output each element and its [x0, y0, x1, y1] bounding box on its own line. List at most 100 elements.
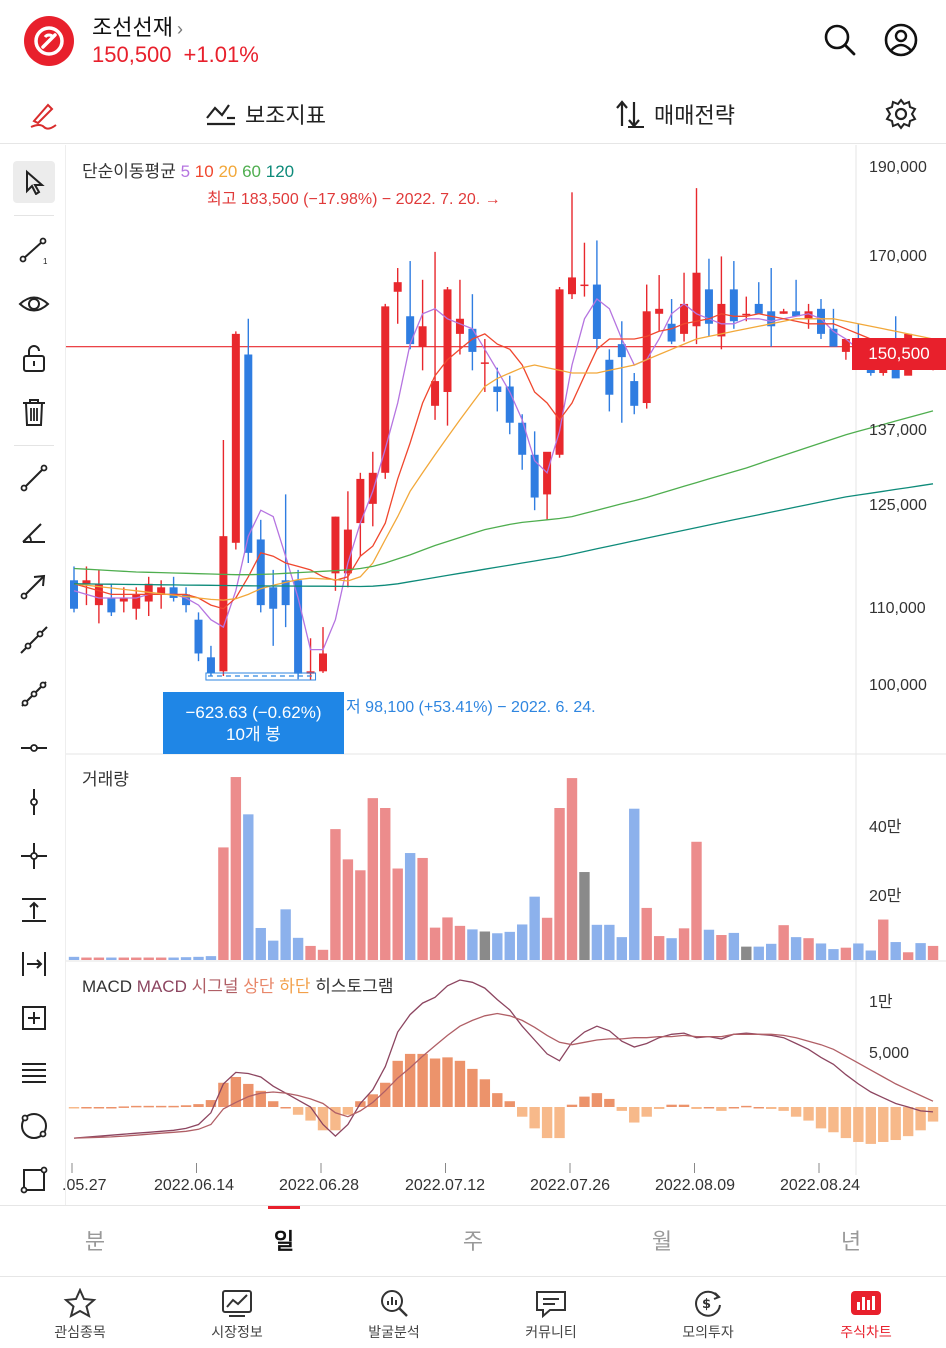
ma-legend-20: 20 [218, 162, 238, 181]
macd-histogram-bar [840, 1107, 852, 1139]
candle-body [244, 354, 253, 553]
horizontal-line-icon[interactable] [13, 727, 55, 769]
price-line: 150,500 +1.01% [92, 42, 259, 68]
measure-box[interactable]: −623.63 (−0.62%) 10개 봉 [163, 692, 344, 754]
add-box-icon[interactable] [13, 997, 55, 1039]
brand-logo-icon[interactable] [24, 16, 74, 66]
nav-watchlist[interactable]: 관심종목 [25, 1288, 135, 1342]
volume-bar [678, 928, 690, 960]
volume-bar [417, 857, 428, 960]
indicator-label: 보조지표 [245, 103, 326, 128]
rectangle-shape-icon[interactable] [13, 1159, 55, 1201]
price-tick-100000: 100,000 [869, 677, 927, 694]
macd-histogram-bar [317, 1107, 329, 1131]
candle-body [630, 381, 639, 406]
candle-body [169, 587, 178, 598]
macd-histogram-bar [915, 1107, 926, 1131]
extended-line-icon[interactable] [13, 619, 55, 661]
nav-community-label: 커뮤니티 [525, 1324, 577, 1340]
candle-body [431, 381, 440, 406]
tab-day[interactable]: 일 [273, 1229, 295, 1254]
trash-icon[interactable] [13, 391, 55, 433]
candle-body [692, 272, 701, 327]
settings-gear-icon[interactable] [884, 94, 926, 134]
search-icon[interactable] [820, 20, 860, 60]
macd-histogram-bar [716, 1107, 727, 1111]
chevron-right-icon: › [176, 19, 183, 39]
vertical-line-icon[interactable] [13, 781, 55, 823]
cursor-arrow-icon[interactable] [13, 161, 55, 203]
trendline-count-icon[interactable]: 1 [13, 229, 55, 271]
tab-year[interactable]: 년 [840, 1229, 862, 1254]
volume-bar [815, 943, 827, 960]
date-range-icon[interactable] [13, 943, 55, 985]
low-price-annotation: 저 98,100 (+53.41%) − 2022. 6. 24. [346, 699, 596, 716]
macd-histogram-bar [853, 1107, 864, 1142]
tab-month[interactable]: 월 [651, 1229, 673, 1254]
volume-bar [255, 927, 266, 960]
nav-market-info[interactable]: 시장정보 [182, 1288, 292, 1342]
arrow-line-icon[interactable] [13, 565, 55, 607]
chat-icon [536, 1291, 566, 1318]
macd-histogram-bar [429, 1058, 441, 1107]
macd-histogram-bar [778, 1107, 789, 1111]
nav-discovery[interactable]: 발굴분석 [339, 1288, 449, 1342]
candle-body [256, 539, 265, 606]
candle-body [281, 580, 290, 606]
ray-line-icon[interactable] [13, 673, 55, 715]
macd-histogram-bar [766, 1107, 777, 1109]
nav-community[interactable]: 커뮤니티 [496, 1288, 606, 1342]
macd-histogram-bar [579, 1096, 590, 1107]
stock-name-link[interactable]: 조선선재 › [92, 10, 183, 42]
volume-bar [741, 946, 752, 960]
macd-histogram-bar [230, 1076, 242, 1107]
high-price-text: 최고 183,500 (−17.98%) − 2022. 7. 20. [207, 191, 481, 208]
volume-bar [143, 957, 154, 960]
draw-pen-icon[interactable] [26, 94, 68, 134]
nav-mock-invest[interactable]: $ 모의투자 [653, 1288, 763, 1342]
volume-bar [853, 943, 864, 960]
macd-histogram-bar [492, 1093, 503, 1107]
candle-body [592, 284, 601, 339]
volume-bar [81, 957, 92, 960]
macd-histogram-bar [878, 1107, 889, 1142]
candle-body [418, 326, 427, 347]
volume-bar [180, 957, 192, 960]
crosshair-line-icon[interactable] [13, 835, 55, 877]
volume-bar [305, 945, 316, 960]
candle-body [132, 594, 141, 609]
circle-shape-icon[interactable] [13, 1105, 55, 1147]
macd-histogram-bar [641, 1107, 652, 1117]
tab-week[interactable]: 주 [462, 1229, 484, 1254]
unlock-icon[interactable] [13, 337, 55, 379]
chart-toolbar: 보조지표 매매전략 [0, 84, 946, 144]
volume-bar [703, 929, 715, 960]
candle-body [157, 587, 166, 595]
price-tick-137000: 137,000 [869, 422, 927, 439]
candle-body [605, 359, 614, 395]
nav-stock-chart[interactable]: 주식차트 [811, 1288, 921, 1342]
stock-chart-canvas[interactable] [66, 145, 946, 1205]
volume-bar [716, 935, 727, 960]
macd-histogram-bar [268, 1101, 279, 1107]
macd-histogram-bar [865, 1107, 876, 1144]
ma-120-line [73, 483, 934, 588]
macd-histogram-bar [243, 1083, 254, 1107]
candle-body [82, 580, 91, 584]
tab-minute[interactable]: 분 [84, 1229, 106, 1254]
profile-icon[interactable] [881, 20, 921, 60]
candle-body [406, 316, 415, 345]
angle-line-icon[interactable] [13, 511, 55, 553]
indicator-button[interactable]: 보조지표 [205, 94, 326, 134]
trendline-icon[interactable] [13, 457, 55, 499]
macd-histogram-bar [68, 1107, 80, 1109]
eye-icon[interactable] [13, 283, 55, 325]
price-tick-125000: 125,000 [869, 497, 927, 514]
macd-histogram-bar [529, 1107, 540, 1129]
price-range-icon[interactable] [13, 889, 55, 931]
macd-histogram-bar [193, 1104, 204, 1107]
macd-histogram-bar [305, 1107, 316, 1121]
strategy-button[interactable]: 매매전략 [614, 94, 735, 134]
stock-header: 조선선재 › 150,500 +1.01% [0, 0, 946, 84]
parallel-lines-icon[interactable] [13, 1051, 55, 1093]
